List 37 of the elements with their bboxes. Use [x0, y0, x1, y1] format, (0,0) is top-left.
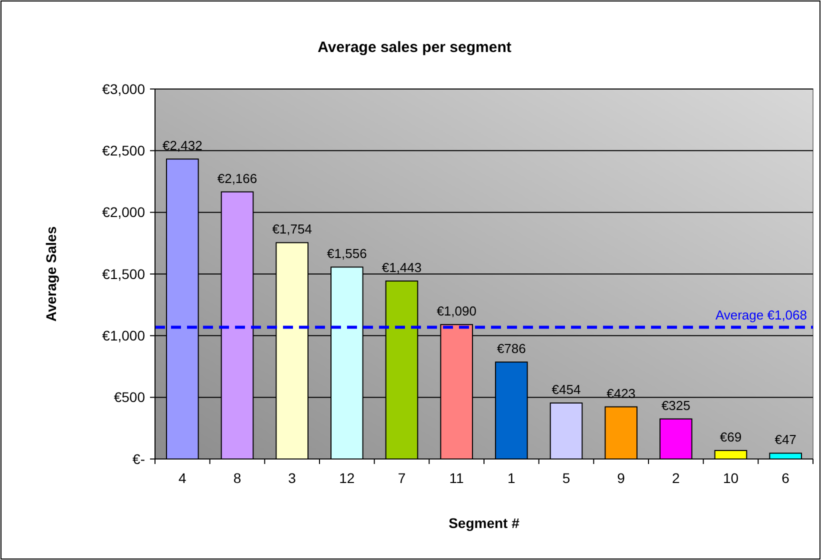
- x-tick-label: 12: [339, 470, 355, 486]
- x-tick-label: 10: [722, 470, 739, 486]
- data-label: €786: [496, 341, 526, 356]
- y-tick-label: €500: [114, 389, 146, 406]
- y-tick-label: €3,000: [102, 80, 146, 97]
- x-tick-label: 6: [782, 470, 790, 486]
- ref-line-label: Average €1,068: [715, 307, 807, 322]
- y-tick-label: €-: [132, 450, 146, 467]
- y-tick-label: €2,500: [102, 142, 146, 159]
- x-tick-label: 3: [288, 470, 296, 486]
- x-axis-title: Segment #: [448, 515, 520, 531]
- data-label: €1,556: [327, 246, 367, 262]
- x-tick-label: 8: [233, 470, 242, 486]
- x-tick-label: 5: [562, 470, 570, 486]
- data-label: €325: [661, 398, 690, 413]
- y-tick-label: €1,500: [102, 266, 146, 282]
- bar: [660, 418, 692, 460]
- y-tick-label: €1,000: [102, 328, 146, 344]
- data-label: €2,432: [162, 138, 202, 154]
- x-tick-label: 2: [672, 470, 680, 486]
- bar: [604, 406, 638, 460]
- x-tick-label: 4: [178, 470, 187, 486]
- y-axis-title: Average Sales: [43, 226, 59, 322]
- data-label: €1,443: [382, 260, 422, 276]
- data-label: €69: [720, 429, 742, 444]
- y-tick-label: €2,000: [102, 204, 146, 220]
- data-label: €454: [552, 382, 581, 398]
- x-tick-label: 7: [398, 470, 406, 486]
- x-tick-label: 11: [449, 470, 464, 486]
- x-tick-label: 9: [617, 470, 626, 486]
- x-tick-label: 1: [508, 470, 516, 486]
- data-label: €1,754: [272, 222, 312, 237]
- data-label: €2,166: [217, 170, 258, 186]
- chart-title: Average sales per segment: [318, 39, 512, 56]
- data-label: €1,090: [436, 304, 476, 319]
- data-label: €47: [774, 432, 796, 448]
- bar: [550, 402, 583, 460]
